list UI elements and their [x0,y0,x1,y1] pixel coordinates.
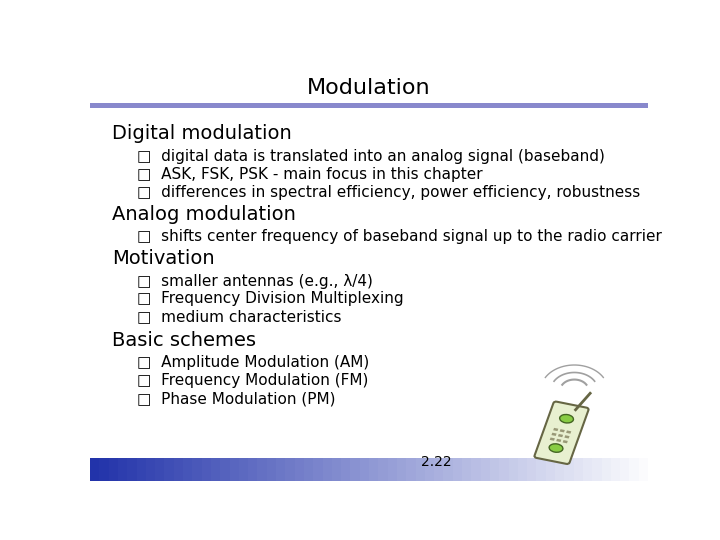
Text: Analog modulation: Analog modulation [112,205,296,224]
Text: □  Frequency Modulation (FM): □ Frequency Modulation (FM) [138,373,369,388]
Text: Modulation: Modulation [307,78,431,98]
Bar [415,458,426,481]
Bar [109,458,119,481]
Text: □  smaller antennas (e.g., λ/4): □ smaller antennas (e.g., λ/4) [138,274,373,288]
Bar [562,440,568,443]
Bar [574,458,583,481]
Bar [313,458,323,481]
Bar [639,458,649,481]
Bar [341,458,351,481]
Bar [629,458,639,481]
Text: □  Frequency Division Multiplexing: □ Frequency Division Multiplexing [138,292,404,306]
Bar [369,458,379,481]
Bar [183,458,193,481]
Bar [536,458,546,481]
Bar [434,458,444,481]
Bar [137,458,146,481]
Bar [118,458,127,481]
Text: Basic schemes: Basic schemes [112,330,256,349]
Bar [220,458,230,481]
Ellipse shape [559,415,573,423]
Bar [192,458,202,481]
Text: □  differences in spectral efficiency, power efficiency, robustness: □ differences in spectral efficiency, po… [138,185,641,200]
Bar [555,458,565,481]
Bar [518,458,528,481]
Bar [387,458,397,481]
Bar [378,458,388,481]
Bar [276,458,286,481]
Bar [425,458,435,481]
Bar [351,458,360,481]
Bar [258,458,267,481]
Bar [611,458,621,481]
Text: Motivation: Motivation [112,248,215,268]
Text: □  Amplitude Modulation (AM): □ Amplitude Modulation (AM) [138,355,369,370]
Bar [248,458,258,481]
Ellipse shape [549,444,563,453]
Bar [564,435,570,438]
Bar [174,458,184,481]
Bar [546,458,556,481]
Bar [462,458,472,481]
Bar [564,458,574,481]
Bar [499,458,509,481]
Bar [285,458,295,481]
Bar [406,458,416,481]
Text: □  digital data is translated into an analog signal (baseband): □ digital data is translated into an ana… [138,149,606,164]
Text: □  ASK, FSK, PSK - main focus in this chapter: □ ASK, FSK, PSK - main focus in this cha… [138,167,483,181]
Bar [527,458,537,481]
Bar [230,458,239,481]
Bar [490,458,500,481]
Text: □  Phase Modulation (PM): □ Phase Modulation (PM) [138,391,336,406]
Bar [620,458,630,481]
Bar [508,458,518,481]
Bar [553,428,558,431]
Bar [239,458,248,481]
Bar [453,458,462,481]
Bar [549,437,555,441]
Bar [266,458,276,481]
Text: □  shifts center frequency of baseband signal up to the radio carrier: □ shifts center frequency of baseband si… [138,228,662,244]
Bar [559,429,564,433]
Bar [90,458,100,481]
Bar [99,458,109,481]
Bar [444,458,454,481]
Bar [202,458,212,481]
Bar [593,458,602,481]
Bar [397,458,407,481]
Bar [601,458,611,481]
Bar [566,430,571,434]
Text: □  medium characteristics: □ medium characteristics [138,309,342,325]
Bar [304,458,314,481]
Bar [360,458,369,481]
Bar [155,458,165,481]
Text: Digital modulation: Digital modulation [112,124,292,143]
Bar [472,458,481,481]
Bar [552,433,557,436]
Bar [558,434,563,437]
Bar [127,458,137,481]
FancyBboxPatch shape [534,402,588,464]
Text: 2.22: 2.22 [420,455,451,469]
Bar [211,458,221,481]
Bar [332,458,342,481]
Bar [145,458,156,481]
Bar [556,439,562,442]
Bar [481,458,490,481]
Bar [323,458,333,481]
Bar [583,458,593,481]
Bar [90,104,648,109]
Bar [164,458,174,481]
Bar [294,458,305,481]
